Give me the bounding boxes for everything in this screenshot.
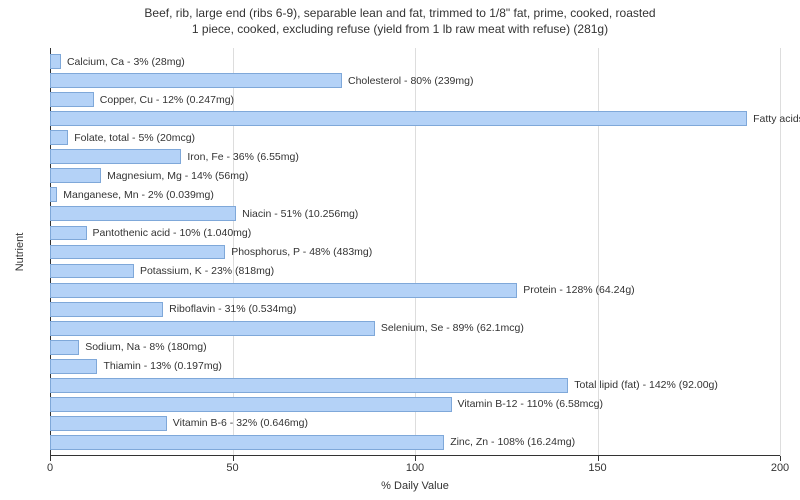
bar-row: Total lipid (fat) - 142% (92.00g) xyxy=(50,378,780,393)
bar xyxy=(50,321,375,336)
bar xyxy=(50,149,181,164)
x-tick-mark xyxy=(780,456,781,461)
bar-label: Fatty acids, total saturated - 191% (38.… xyxy=(753,113,800,125)
bar xyxy=(50,359,97,374)
bar-label: Calcium, Ca - 3% (28mg) xyxy=(67,56,185,68)
bar xyxy=(50,435,444,450)
plot-area: Calcium, Ca - 3% (28mg) Cholesterol - 80%… xyxy=(50,48,780,456)
x-tick-label: 100 xyxy=(406,462,424,474)
bar xyxy=(50,187,57,202)
bar-label: Magnesium, Mg - 14% (56mg) xyxy=(107,170,248,182)
bar-label: Pantothenic acid - 10% (1.040mg) xyxy=(93,227,252,239)
bar-label: Iron, Fe - 36% (6.55mg) xyxy=(187,151,298,163)
bar-row: Folate, total - 5% (20mcg) xyxy=(50,130,780,145)
bar-label: Folate, total - 5% (20mcg) xyxy=(74,132,195,144)
bar-row: Calcium, Ca - 3% (28mg) xyxy=(50,54,780,69)
bar-row: Vitamin B-6 - 32% (0.646mg) xyxy=(50,416,780,431)
bar-label: Niacin - 51% (10.256mg) xyxy=(242,208,358,220)
chart-title-line1: Beef, rib, large end (ribs 6-9), separab… xyxy=(0,6,800,22)
bar-row: Fatty acids, total saturated - 191% (38.… xyxy=(50,111,780,126)
bar-row: Iron, Fe - 36% (6.55mg) xyxy=(50,149,780,164)
x-tick-mark xyxy=(598,456,599,461)
x-axis: 050100150200% Daily Value xyxy=(50,456,780,500)
chart-title-line2: 1 piece, cooked, excluding refuse (yield… xyxy=(0,22,800,38)
bar-label: Riboflavin - 31% (0.534mg) xyxy=(169,303,296,315)
x-tick-mark xyxy=(233,456,234,461)
chart-title: Beef, rib, large end (ribs 6-9), separab… xyxy=(0,0,800,37)
x-tick-label: 50 xyxy=(226,462,238,474)
bar-row: Phosphorus, P - 48% (483mg) xyxy=(50,245,780,260)
bar-label: Vitamin B-6 - 32% (0.646mg) xyxy=(173,417,308,429)
bar xyxy=(50,416,167,431)
x-tick-label: 150 xyxy=(588,462,606,474)
nutrient-chart: Beef, rib, large end (ribs 6-9), separab… xyxy=(0,0,800,500)
bar-row: Zinc, Zn - 108% (16.24mg) xyxy=(50,435,780,450)
bar-row: Cholesterol - 80% (239mg) xyxy=(50,73,780,88)
bar xyxy=(50,92,94,107)
bar-row: Sodium, Na - 8% (180mg) xyxy=(50,340,780,355)
bar xyxy=(50,245,225,260)
bar xyxy=(50,54,61,69)
bar xyxy=(50,206,236,221)
bar xyxy=(50,264,134,279)
bar-row: Protein - 128% (64.24g) xyxy=(50,283,780,298)
bar xyxy=(50,283,517,298)
bar-row: Riboflavin - 31% (0.534mg) xyxy=(50,302,780,317)
bar-label: Sodium, Na - 8% (180mg) xyxy=(85,341,206,353)
bar xyxy=(50,130,68,145)
bar-label: Potassium, K - 23% (818mg) xyxy=(140,265,274,277)
bar-label: Cholesterol - 80% (239mg) xyxy=(348,75,473,87)
bar xyxy=(50,226,87,241)
bar-row: Copper, Cu - 12% (0.247mg) xyxy=(50,92,780,107)
bar-row: Magnesium, Mg - 14% (56mg) xyxy=(50,168,780,183)
bar-label: Thiamin - 13% (0.197mg) xyxy=(103,360,221,372)
bar xyxy=(50,378,568,393)
x-tick-mark xyxy=(50,456,51,461)
bar-row: Pantothenic acid - 10% (1.040mg) xyxy=(50,226,780,241)
x-tick-label: 200 xyxy=(771,462,789,474)
bar xyxy=(50,397,452,412)
bar xyxy=(50,340,79,355)
bar-label: Manganese, Mn - 2% (0.039mg) xyxy=(63,189,214,201)
bar xyxy=(50,73,342,88)
bar-row: Thiamin - 13% (0.197mg) xyxy=(50,359,780,374)
bar xyxy=(50,302,163,317)
bar-row: Potassium, K - 23% (818mg) xyxy=(50,264,780,279)
bar-row: Selenium, Se - 89% (62.1mcg) xyxy=(50,321,780,336)
bar-row: Manganese, Mn - 2% (0.039mg) xyxy=(50,187,780,202)
grid-line xyxy=(780,48,781,456)
x-tick-mark xyxy=(415,456,416,461)
y-axis-label: Nutrient xyxy=(14,233,26,272)
bar-row: Vitamin B-12 - 110% (6.58mcg) xyxy=(50,397,780,412)
bar-label: Zinc, Zn - 108% (16.24mg) xyxy=(450,436,575,448)
bar-label: Copper, Cu - 12% (0.247mg) xyxy=(100,94,234,106)
bar-label: Phosphorus, P - 48% (483mg) xyxy=(231,246,372,258)
x-tick-label: 0 xyxy=(47,462,53,474)
bar xyxy=(50,111,747,126)
bar-row: Niacin - 51% (10.256mg) xyxy=(50,206,780,221)
bar-label: Vitamin B-12 - 110% (6.58mcg) xyxy=(458,398,604,410)
x-axis-label: % Daily Value xyxy=(381,480,449,492)
bar-label: Total lipid (fat) - 142% (92.00g) xyxy=(574,379,718,391)
bar-label: Protein - 128% (64.24g) xyxy=(523,284,634,296)
bar-label: Selenium, Se - 89% (62.1mcg) xyxy=(381,322,524,334)
bar xyxy=(50,168,101,183)
